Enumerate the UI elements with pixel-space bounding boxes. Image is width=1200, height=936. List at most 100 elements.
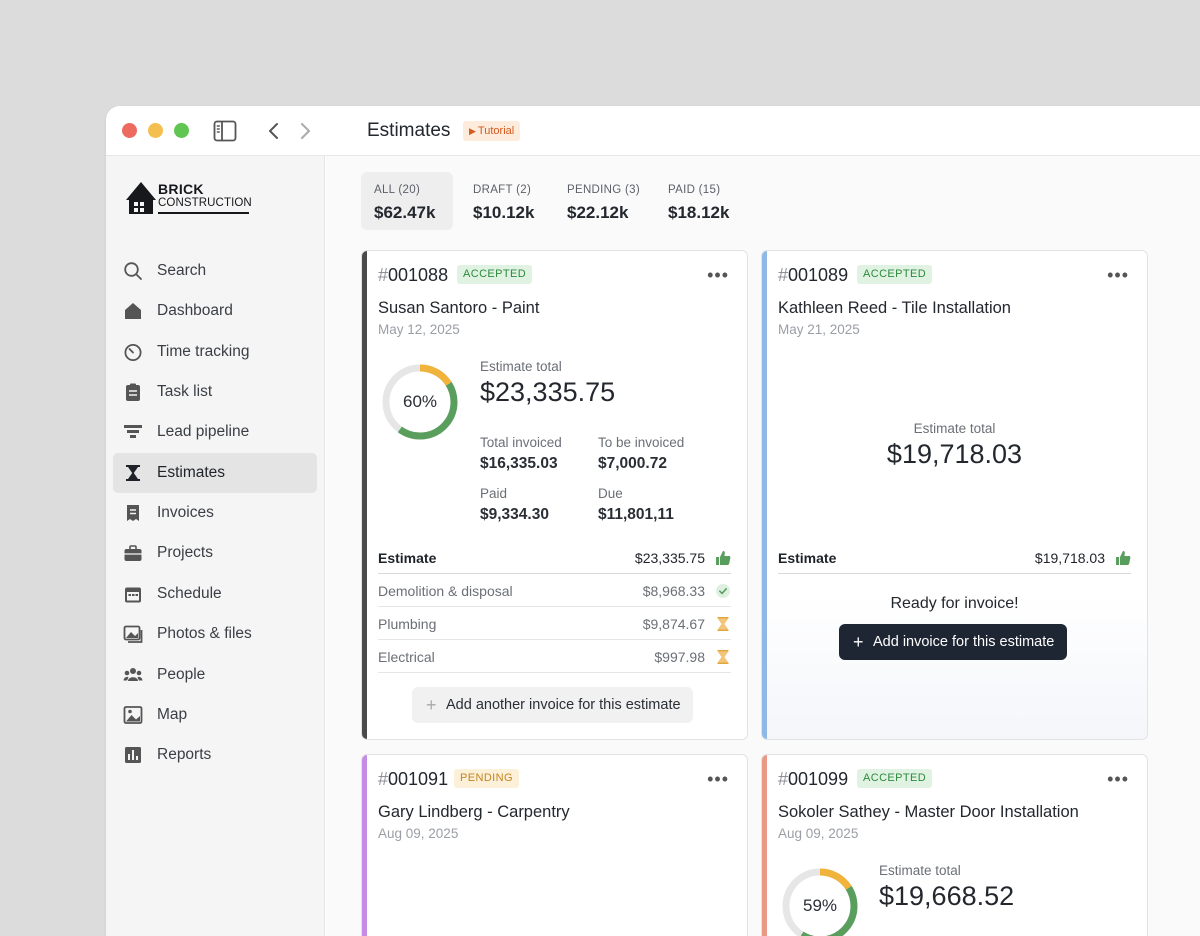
add-another-invoice-button[interactable]: + Add another invoice for this estimate	[412, 687, 693, 723]
back-chevron-icon[interactable]	[267, 122, 281, 140]
more-options-icon[interactable]: •••	[1107, 265, 1129, 285]
estimate-number: #001089	[778, 265, 849, 285]
button-label: Add another invoice for this estimate	[446, 697, 681, 713]
status-badge: ACCEPTED	[857, 265, 933, 284]
funnel-icon	[123, 422, 143, 442]
sidebar-item-label: Lead pipeline	[157, 423, 250, 441]
estimate-date: Aug 09, 2025	[778, 826, 859, 841]
logo-underline	[158, 212, 249, 214]
to-be-invoiced-label: To be invoiced	[598, 435, 685, 450]
card-accent-bar	[362, 755, 367, 936]
clipboard-icon	[123, 382, 143, 402]
sidebar-item-label: Map	[157, 705, 188, 723]
tab-all[interactable]: ALL (20) $62.47k	[361, 172, 453, 230]
progress-percent: 60%	[402, 392, 438, 411]
estimate-title: Gary Lindberg - Carpentry	[378, 803, 570, 821]
forward-chevron-icon[interactable]	[298, 122, 312, 140]
add-invoice-button[interactable]: + Add invoice for this estimate	[839, 624, 1068, 660]
tab-label: ALL (20)	[374, 184, 421, 196]
due-value: $11,801,11	[598, 506, 674, 523]
line-label: Plumbing	[378, 616, 437, 632]
briefcase-icon	[123, 543, 143, 563]
tutorial-label: Tutorial	[477, 125, 515, 137]
estimate-card-001089[interactable]: #001089 ACCEPTED ••• Kathleen Reed - Til…	[761, 250, 1148, 740]
tab-paid[interactable]: PAID (15) $18.12k	[655, 172, 735, 230]
more-options-icon[interactable]: •••	[1107, 769, 1129, 789]
tab-value: $62.47k	[374, 203, 436, 222]
sidebar-item-task-list[interactable]: Task list	[113, 372, 317, 412]
line-value: $23,335.75	[634, 550, 705, 566]
sidebar-item-dashboard[interactable]: Dashboard	[113, 291, 317, 331]
tab-label: PENDING (3)	[567, 184, 640, 196]
sidebar-toggle-icon[interactable]	[213, 120, 237, 142]
sidebar-item-lead-pipeline[interactable]: Lead pipeline	[113, 412, 317, 452]
play-icon: ▶	[469, 126, 476, 136]
tab-label: PAID (15)	[668, 184, 721, 196]
tab-draft[interactable]: DRAFT (2) $10.12k	[460, 172, 540, 230]
minimize-window-button[interactable]	[148, 123, 163, 138]
maximize-window-button[interactable]	[174, 123, 189, 138]
brick-house-logo-icon	[126, 182, 156, 214]
progress-donut	[782, 868, 858, 936]
tutorial-badge[interactable]: ▶ Tutorial	[463, 121, 521, 141]
search-icon	[123, 261, 143, 281]
estimate-number: #001099	[778, 769, 849, 789]
estimate-total-value: $19,718.03	[886, 439, 1023, 469]
estimate-title: Kathleen Reed - Tile Installation	[778, 299, 1011, 317]
tab-value: $10.12k	[473, 203, 535, 222]
sidebar-item-label: Projects	[157, 544, 213, 562]
sidebar-item-map[interactable]: Map	[113, 695, 317, 735]
estimate-date: May 21, 2025	[778, 322, 860, 337]
tab-pending[interactable]: PENDING (3) $22.12k	[554, 172, 650, 230]
sidebar-item-photos-files[interactable]: Photos & files	[113, 614, 317, 654]
estimate-date: May 12, 2025	[378, 322, 460, 337]
invoice-line-row[interactable]: Electrical $997.98	[378, 640, 731, 673]
people-icon	[123, 665, 143, 685]
thumbs-up-icon	[1116, 551, 1131, 565]
card-accent-bar	[762, 251, 767, 739]
sidebar-item-label: Schedule	[157, 584, 222, 602]
sidebar-item-estimates[interactable]: Estimates	[113, 452, 317, 493]
more-options-icon[interactable]: •••	[707, 769, 729, 789]
invoice-line-row[interactable]: Demolition & disposal $8,968.33	[378, 574, 731, 607]
sidebar-item-people[interactable]: People	[113, 655, 317, 695]
estimate-title: Sokoler Sathey - Master Door Installatio…	[778, 803, 1079, 821]
paid-label: Paid	[480, 486, 508, 501]
button-label: Add invoice for this estimate	[873, 634, 1055, 650]
sidebar-item-schedule[interactable]: Schedule	[113, 574, 317, 614]
estimate-number: #001091	[378, 769, 449, 789]
line-label: Demolition & disposal	[378, 583, 513, 599]
calendar-icon	[123, 584, 143, 604]
estimate-total-label: Estimate total	[879, 863, 961, 878]
sidebar-item-projects[interactable]: Projects	[113, 533, 317, 573]
estimate-card-001088[interactable]: #001088 ACCEPTED ••• Susan Santoro - Pai…	[361, 250, 748, 740]
sidebar-item-label: Invoices	[157, 504, 214, 522]
main-content: ALL (20) $62.47k DRAFT (2) $10.12k PENDING (…	[326, 156, 1200, 936]
estimate-line-row[interactable]: Estimate $23,335.75	[378, 541, 731, 574]
title-bar: Estimates ▶ Tutorial	[106, 106, 1200, 156]
timer-icon	[123, 342, 143, 362]
estimate-total-label: Estimate total	[913, 421, 996, 436]
line-value: $997.98	[654, 649, 705, 665]
plus-icon: +	[426, 695, 437, 715]
estimate-card-001091[interactable]: #001091 PENDING ••• Gary Lindberg - Carp…	[361, 754, 748, 936]
status-badge: ACCEPTED	[857, 769, 933, 788]
sidebar-item-time-tracking[interactable]: Time tracking	[113, 332, 317, 372]
more-options-icon[interactable]: •••	[707, 265, 729, 285]
invoice-line-row[interactable]: Plumbing $9,874.67	[378, 607, 731, 640]
close-window-button[interactable]	[122, 123, 137, 138]
bar-chart-icon	[123, 745, 143, 765]
status-badge: ACCEPTED	[457, 265, 533, 284]
estimate-line-row[interactable]: Estimate $19,718.03	[778, 541, 1131, 574]
estimate-card-001099[interactable]: #001099 ACCEPTED ••• Sokoler Sathey - Ma…	[761, 754, 1148, 936]
sidebar-item-search[interactable]: Search	[113, 251, 317, 291]
sidebar-item-label: Dashboard	[157, 302, 233, 320]
sidebar-item-invoices[interactable]: Invoices	[113, 493, 317, 533]
total-invoiced-label: Total invoiced	[480, 435, 562, 450]
page-title: Estimates	[367, 120, 451, 141]
sidebar-item-reports[interactable]: Reports	[113, 735, 317, 775]
line-label: Estimate	[378, 550, 437, 566]
sidebar-item-label: Time tracking	[157, 342, 250, 360]
home-icon	[123, 301, 143, 321]
card-accent-bar	[362, 251, 367, 739]
